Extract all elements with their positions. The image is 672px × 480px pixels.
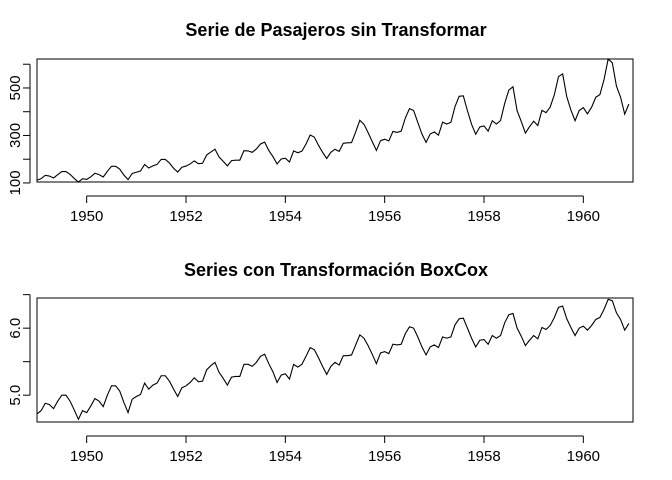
y-tick-label: 5.0 (7, 385, 24, 406)
y-tick-label: 300 (7, 123, 24, 148)
chart-panel-boxcox: Series con Transformación BoxCox 1950 195… (7, 260, 634, 465)
x-axis: 1950 1952 1954 1956 1958 1960 (70, 195, 600, 225)
x-tick-label: 1958 (467, 208, 500, 225)
x-tick-label: 1960 (567, 208, 600, 225)
series-line-passengers (36, 57, 630, 183)
plot-frame (36, 297, 634, 423)
x-axis: 1950 1952 1954 1956 1958 1960 (70, 435, 600, 465)
y-axis: 5.0 6.0 (7, 294, 31, 406)
x-tick-label: 1954 (269, 208, 302, 225)
x-tick-label: 1954 (269, 448, 302, 465)
x-tick-label: 1956 (368, 448, 401, 465)
x-tick-label: 1950 (70, 448, 103, 465)
chart-title: Serie de Pasajeros sin Transformar (185, 20, 486, 40)
y-tick-label: 500 (7, 75, 24, 100)
chart-panel-untransformed: Serie de Pasajeros sin Transformar 1950 1… (7, 20, 634, 225)
series-line-boxcox (36, 298, 630, 421)
x-tick-label: 1952 (169, 448, 202, 465)
x-tick-label: 1960 (567, 448, 600, 465)
x-tick-label: 1958 (467, 448, 500, 465)
y-axis: 100 300 500 (7, 63, 31, 195)
x-tick-label: 1952 (169, 208, 202, 225)
y-tick-label: 100 (7, 170, 24, 195)
x-tick-label: 1956 (368, 208, 401, 225)
x-tick-label: 1950 (70, 208, 103, 225)
chart-title: Series con Transformación BoxCox (184, 260, 488, 280)
plot-frame (36, 58, 634, 183)
y-tick-label: 6.0 (7, 318, 24, 339)
